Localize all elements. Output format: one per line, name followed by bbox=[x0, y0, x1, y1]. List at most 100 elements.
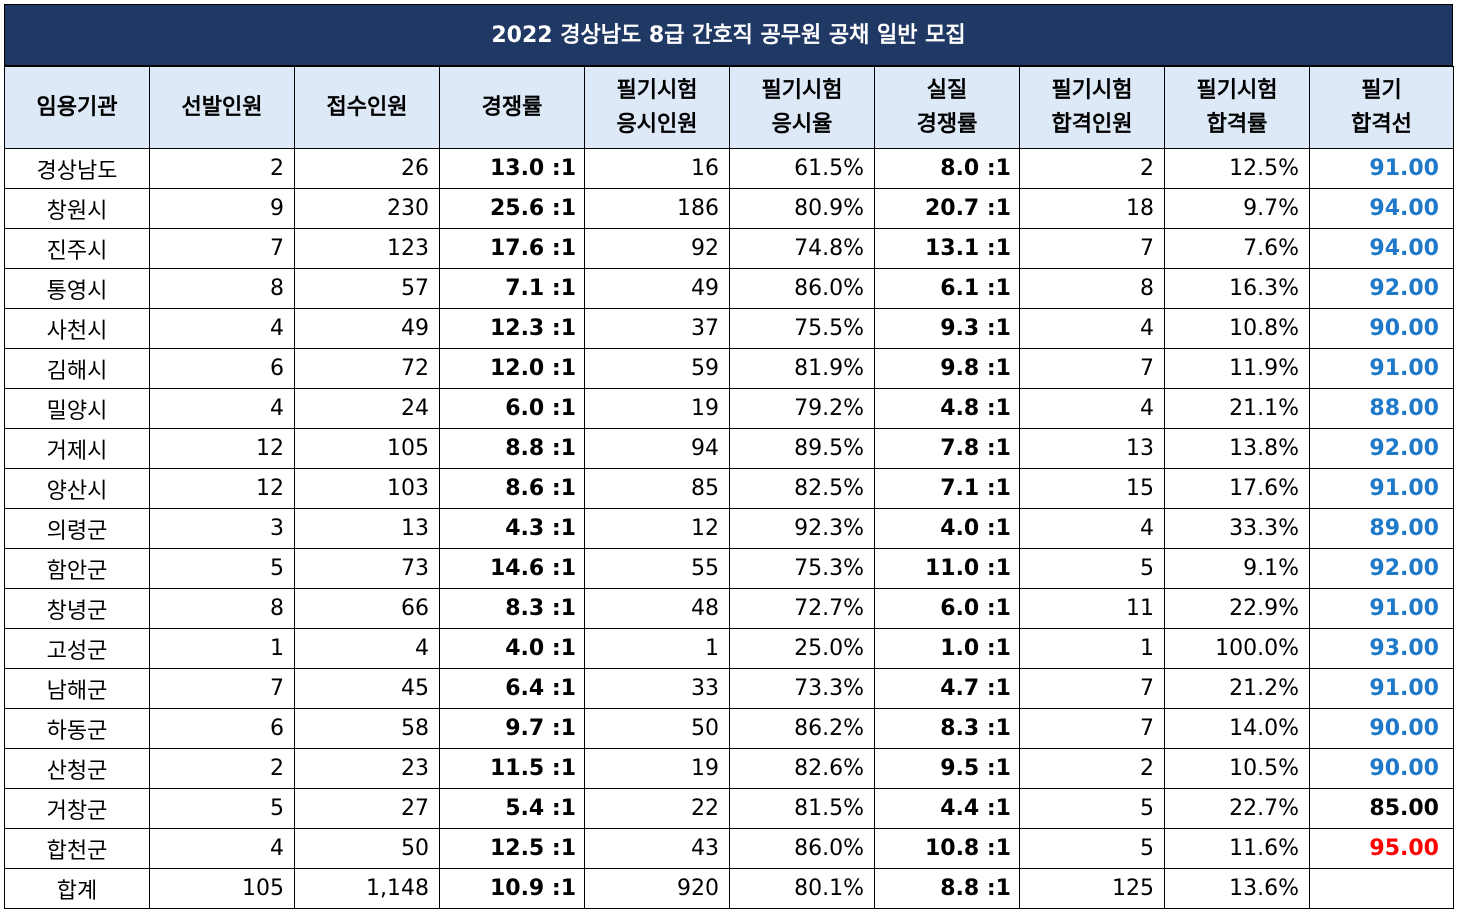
competition-ratio-cell: 8.8 :1 bbox=[439, 428, 585, 469]
pass-rate-cell: 7.6% bbox=[1164, 228, 1310, 269]
applicant-count-cell: 72 bbox=[294, 348, 440, 389]
column-header-line: 임용기관 bbox=[36, 94, 118, 120]
org-cell: 경상남도 bbox=[4, 148, 150, 189]
applicant-count-cell: 13 bbox=[294, 508, 440, 549]
pass-rate-cell: 12.5% bbox=[1164, 148, 1310, 189]
table-row: 의령군 3 13 4.3 :1 12 92.3% 4.0 :1 4 33.3% 89.00 bbox=[4, 508, 1454, 549]
pass-rate-cell: 21.2% bbox=[1164, 668, 1310, 709]
competition-ratio-cell: 11.5 :1 bbox=[439, 748, 585, 789]
real-competition-ratio-cell: 13.1 :1 bbox=[874, 228, 1020, 269]
table-row: 밀양시 4 24 6.0 :1 19 79.2% 4.8 :1 4 21.1% 88.00 bbox=[4, 388, 1454, 429]
pass-rate-cell: 13.8% bbox=[1164, 428, 1310, 469]
selected-count-cell: 4 bbox=[149, 388, 295, 429]
exam-taken-count-cell: 22 bbox=[584, 788, 730, 829]
exam-taken-count-cell: 1 bbox=[584, 628, 730, 669]
recruitment-table-panel: 2022 경상남도 8급 간호직 공무원 공채 일반 모집 임용기관 선발인원 접수… bbox=[4, 4, 1454, 909]
selected-count-cell: 105 bbox=[149, 868, 295, 909]
column-header: 필기시험 합격률 bbox=[1164, 66, 1310, 149]
column-header-line: 필기 bbox=[1361, 77, 1402, 103]
exam-attendance-rate-cell: 74.8% bbox=[729, 228, 875, 269]
cutoff-score-cell: 92.00 bbox=[1309, 428, 1454, 469]
table-row: 합천군 4 50 12.5 :1 43 86.0% 10.8 :1 5 11.6% 95.00 bbox=[4, 828, 1454, 869]
org-cell: 합계 bbox=[4, 868, 150, 909]
real-competition-ratio-cell: 7.1 :1 bbox=[874, 468, 1020, 509]
applicant-count-cell: 57 bbox=[294, 268, 440, 309]
pass-rate-cell: 22.9% bbox=[1164, 588, 1310, 629]
selected-count-cell: 5 bbox=[149, 548, 295, 589]
column-header: 필기시험 합격인원 bbox=[1019, 66, 1165, 149]
pass-rate-cell: 9.7% bbox=[1164, 188, 1310, 229]
pass-count-cell: 4 bbox=[1019, 388, 1165, 429]
exam-taken-count-cell: 33 bbox=[584, 668, 730, 709]
recruitment-table: 임용기관 선발인원 접수인원 경쟁률 필기시험 응시인원 필기시험 응시율 실질 경쟁률 필기시험 합… bbox=[4, 66, 1454, 909]
column-header-line: 경쟁률 bbox=[481, 94, 543, 120]
pass-count-cell: 11 bbox=[1019, 588, 1165, 629]
applicant-count-cell: 73 bbox=[294, 548, 440, 589]
pass-rate-cell: 33.3% bbox=[1164, 508, 1310, 549]
cutoff-score-cell: 91.00 bbox=[1309, 668, 1454, 709]
competition-ratio-cell: 9.7 :1 bbox=[439, 708, 585, 749]
competition-ratio-cell: 25.6 :1 bbox=[439, 188, 585, 229]
competition-ratio-cell: 14.6 :1 bbox=[439, 548, 585, 589]
column-header: 선발인원 bbox=[149, 66, 295, 149]
pass-count-cell: 7 bbox=[1019, 228, 1165, 269]
pass-rate-cell: 11.9% bbox=[1164, 348, 1310, 389]
org-cell: 창녕군 bbox=[4, 588, 150, 629]
column-header-line: 접수인원 bbox=[326, 94, 408, 120]
table-body: 경상남도 2 26 13.0 :1 16 61.5% 8.0 :1 2 12.5% 91.00 창원… bbox=[4, 148, 1454, 909]
selected-count-cell: 4 bbox=[149, 308, 295, 349]
selected-count-cell: 7 bbox=[149, 228, 295, 269]
exam-taken-count-cell: 48 bbox=[584, 588, 730, 629]
table-row: 창녕군 8 66 8.3 :1 48 72.7% 6.0 :1 11 22.9% 91.00 bbox=[4, 588, 1454, 629]
cutoff-score-cell: 90.00 bbox=[1309, 748, 1454, 789]
exam-taken-count-cell: 59 bbox=[584, 348, 730, 389]
column-header-line: 필기시험 bbox=[1196, 77, 1278, 103]
org-cell: 고성군 bbox=[4, 628, 150, 669]
applicant-count-cell: 4 bbox=[294, 628, 440, 669]
real-competition-ratio-cell: 10.8 :1 bbox=[874, 828, 1020, 869]
exam-taken-count-cell: 85 bbox=[584, 468, 730, 509]
exam-attendance-rate-cell: 86.0% bbox=[729, 268, 875, 309]
pass-count-cell: 7 bbox=[1019, 668, 1165, 709]
competition-ratio-cell: 10.9 :1 bbox=[439, 868, 585, 909]
column-header: 필기 합격선 bbox=[1309, 66, 1454, 149]
selected-count-cell: 6 bbox=[149, 348, 295, 389]
cutoff-score-cell: 92.00 bbox=[1309, 268, 1454, 309]
table-row: 남해군 7 45 6.4 :1 33 73.3% 4.7 :1 7 21.2% 91.00 bbox=[4, 668, 1454, 709]
pass-count-cell: 13 bbox=[1019, 428, 1165, 469]
selected-count-cell: 2 bbox=[149, 148, 295, 189]
exam-taken-count-cell: 55 bbox=[584, 548, 730, 589]
exam-attendance-rate-cell: 75.5% bbox=[729, 308, 875, 349]
cutoff-score-cell: 90.00 bbox=[1309, 308, 1454, 349]
exam-attendance-rate-cell: 73.3% bbox=[729, 668, 875, 709]
pass-count-cell: 5 bbox=[1019, 828, 1165, 869]
cutoff-score-cell: 95.00 bbox=[1309, 828, 1454, 869]
selected-count-cell: 2 bbox=[149, 748, 295, 789]
exam-taken-count-cell: 49 bbox=[584, 268, 730, 309]
table-row: 산청군 2 23 11.5 :1 19 82.6% 9.5 :1 2 10.5% 90.00 bbox=[4, 748, 1454, 789]
applicant-count-cell: 105 bbox=[294, 428, 440, 469]
cutoff-score-cell: 92.00 bbox=[1309, 548, 1454, 589]
selected-count-cell: 9 bbox=[149, 188, 295, 229]
exam-taken-count-cell: 12 bbox=[584, 508, 730, 549]
applicant-count-cell: 66 bbox=[294, 588, 440, 629]
org-cell: 남해군 bbox=[4, 668, 150, 709]
exam-attendance-rate-cell: 82.6% bbox=[729, 748, 875, 789]
org-cell: 함안군 bbox=[4, 548, 150, 589]
column-header-line: 합격인원 bbox=[1051, 111, 1133, 137]
competition-ratio-cell: 13.0 :1 bbox=[439, 148, 585, 189]
pass-count-cell: 18 bbox=[1019, 188, 1165, 229]
real-competition-ratio-cell: 20.7 :1 bbox=[874, 188, 1020, 229]
real-competition-ratio-cell: 8.8 :1 bbox=[874, 868, 1020, 909]
real-competition-ratio-cell: 4.4 :1 bbox=[874, 788, 1020, 829]
exam-taken-count-cell: 16 bbox=[584, 148, 730, 189]
table-row: 경상남도 2 26 13.0 :1 16 61.5% 8.0 :1 2 12.5% 91.00 bbox=[4, 148, 1454, 189]
competition-ratio-cell: 12.3 :1 bbox=[439, 308, 585, 349]
real-competition-ratio-cell: 4.0 :1 bbox=[874, 508, 1020, 549]
exam-attendance-rate-cell: 80.1% bbox=[729, 868, 875, 909]
cutoff-score-cell: 85.00 bbox=[1309, 788, 1454, 829]
exam-taken-count-cell: 186 bbox=[584, 188, 730, 229]
column-header: 필기시험 응시율 bbox=[729, 66, 875, 149]
real-competition-ratio-cell: 4.7 :1 bbox=[874, 668, 1020, 709]
real-competition-ratio-cell: 4.8 :1 bbox=[874, 388, 1020, 429]
